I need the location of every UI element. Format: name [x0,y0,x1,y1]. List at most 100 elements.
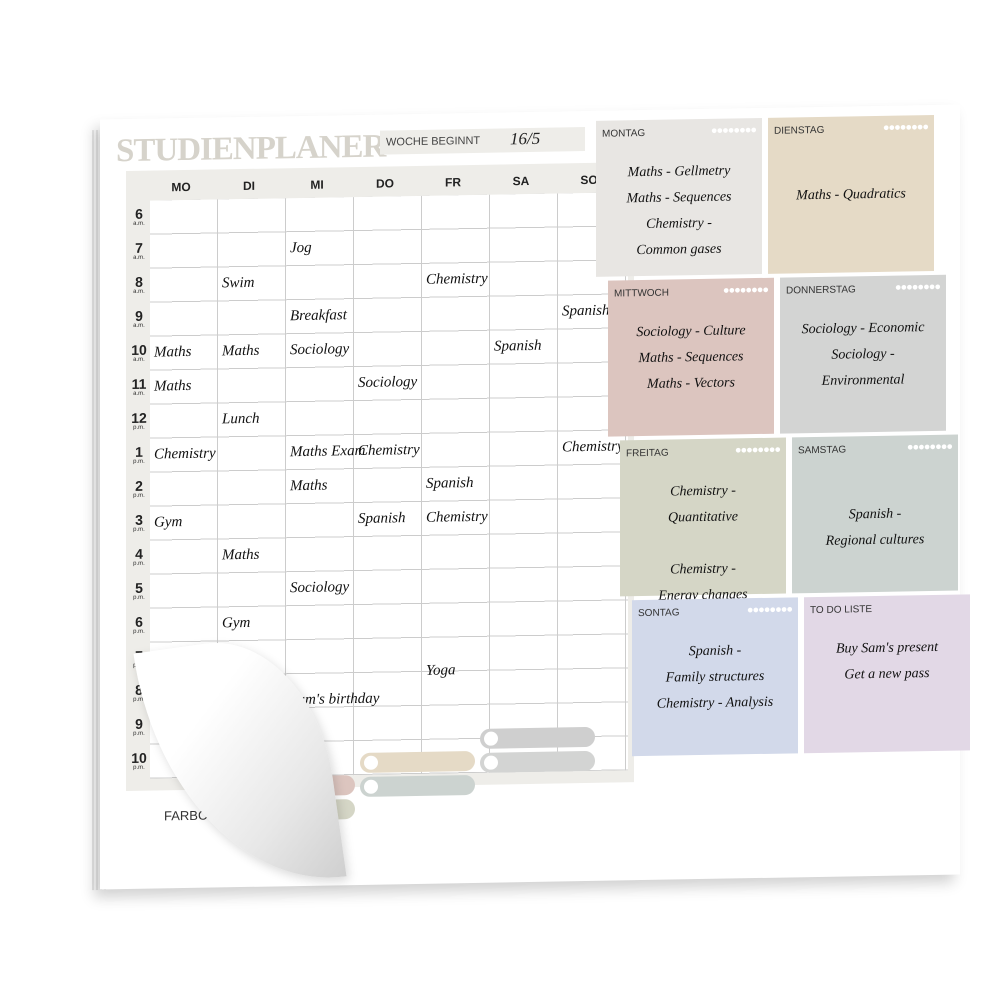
hour-number: 6 [135,205,143,222]
day-panel-montag: MONTAG ●●●●●●●● Maths - Gellmetry Maths - S… [596,117,762,277]
panel-notes: Sociology - Culture Maths - Sequences Math… [608,318,774,399]
hour-number: 9 [135,715,143,732]
schedule-entry: Chemistry [358,441,420,460]
hour-number: 5 [135,579,143,596]
day-header: FR [445,175,461,190]
day-panel-sontag: SONTAG ●●●●●●●● Spanish - Family structures… [632,597,798,757]
water-drop-icon: ●●●●●●●● [746,603,792,617]
color-code-swatch [360,750,475,773]
note-line: Quantitative [668,509,738,526]
hour-label: 10 p.m. [128,749,150,771]
schedule-entry: Spanish [494,337,542,355]
hour-period: p.m. [133,458,145,465]
week-start-value: 16/5 [510,128,541,149]
hour-label: 6 a.m. [128,205,150,227]
hour-number: 1 [135,443,143,460]
panel-title: SONTAG [638,607,680,620]
schedule-entry: Maths [222,342,260,360]
panel-notes: Spanish - Family structures Chemistry - An… [632,637,798,718]
hour-label: 9 a.m. [128,307,150,329]
schedule-entry: Maths [154,377,192,395]
water-drop-icon: ●●●●●●●● [734,443,780,457]
schedule-entry: Maths Exam [290,442,366,461]
note-line: Chemistry - [670,483,736,500]
note-line: Sociology - Culture [636,323,746,341]
water-drop-icon: ●●●●●●●● [882,121,928,134]
hour-number: 7 [135,239,143,256]
panel-notes: Spanish - Regional cultures [792,475,958,556]
schedule-entry: Sociology [358,373,418,392]
schedule-entry: Yoga [426,662,456,679]
panel-notes: Buy Sam's present Get a new pass [804,634,970,689]
color-code-swatch [480,750,595,773]
hour-number: 10 [131,749,147,766]
hour-period: p.m. [133,492,145,499]
day-header: DI [243,178,255,194]
hour-number: 11 [131,375,147,392]
color-code-swatch [360,774,475,797]
hour-label: 10 a.m. [128,341,150,363]
schedule-entry: Gym [222,614,251,632]
note-line: Chemistry - [646,215,712,232]
note-line: Maths - Sequences [626,189,732,207]
note-line: Spanish - [848,506,902,523]
day-panel-to-do-liste: TO DO LISTE Buy Sam's present Get a new pa… [804,594,970,754]
schedule-entry: Maths [154,343,192,361]
hour-period: a.m. [133,288,145,295]
hour-number: 6 [135,613,143,630]
hour-label: 7 a.m. [128,239,150,261]
schedule-entry: Spanish [358,510,406,528]
water-drop-icon: ●●●●●●●● [906,440,952,454]
hour-label: 9 p.m. [128,715,150,737]
hour-label: 1 p.m. [128,443,150,465]
hour-number: 2 [135,477,143,494]
hour-label: 5 p.m. [128,579,150,601]
note-line [620,530,786,559]
schedule-entry: Sociology [290,579,350,597]
note-line: Family structures [665,668,765,686]
panel-notes: Maths - Gellmetry Maths - Sequences Chemis… [596,158,762,265]
day-panel-samstag: SAMSTAG ●●●●●●●● Spanish - Regional cultur… [792,434,958,594]
schedule-entry: Spanish [426,474,474,492]
schedule-entry: Gym [154,514,183,531]
schedule-entry: Swim [222,274,255,292]
day-header: MO [171,179,191,195]
schedule-entry: Breakfast [290,307,347,325]
note-line: Regional cultures [825,532,925,549]
panel-title: TO DO LISTE [810,604,873,617]
panel-title: DIENSTAG [774,124,825,137]
schedule-entry: Lunch [222,410,260,428]
schedule-entry: Sociology [290,341,350,359]
note-line [792,475,958,504]
water-drop-icon: ●●●●●●●● [894,280,940,294]
note-line: Maths - Quadratics [796,186,906,204]
color-code-swatch [480,726,595,749]
hour-label: 2 p.m. [128,477,150,499]
hour-number: 9 [135,307,143,324]
hour-period: a.m. [133,220,145,227]
panel-title: DONNERSTAG [786,284,856,297]
hour-number: 10 [131,341,147,358]
note-line: Environmental [821,372,905,389]
hour-label: 8 a.m. [128,274,150,295]
note-line [768,155,934,184]
day-panel-donnerstag: DONNERSTAG ●●●●●●●● Sociology - Economic So… [780,274,946,434]
hour-period: p.m. [133,730,145,737]
note-line: Chemistry - [670,561,736,578]
panel-title: SAMSTAG [798,444,847,457]
day-panel-mittwoch: MITTWOCH ●●●●●●●● Sociology - Culture Maths… [608,277,774,437]
hour-period: a.m. [133,322,145,329]
schedule-entry: Spanish [562,302,610,320]
schedule-entry: Chemistry [154,445,216,463]
note-line: Maths - Gellmetry [627,163,731,181]
schedule-entry: Chemistry [426,270,488,288]
schedule-entry: Chemistry [562,438,624,456]
note-line: Buy Sam's present [835,639,938,657]
note-line: Maths - Sequences [638,349,744,367]
week-start-field: WOCHE BEGINNT 16/5 [380,127,585,155]
note-line: Sociology - [831,346,895,363]
day-header: SA [512,174,530,189]
hour-number: 4 [135,545,143,562]
hour-period: p.m. [133,628,145,635]
hour-number: 12 [131,409,147,426]
